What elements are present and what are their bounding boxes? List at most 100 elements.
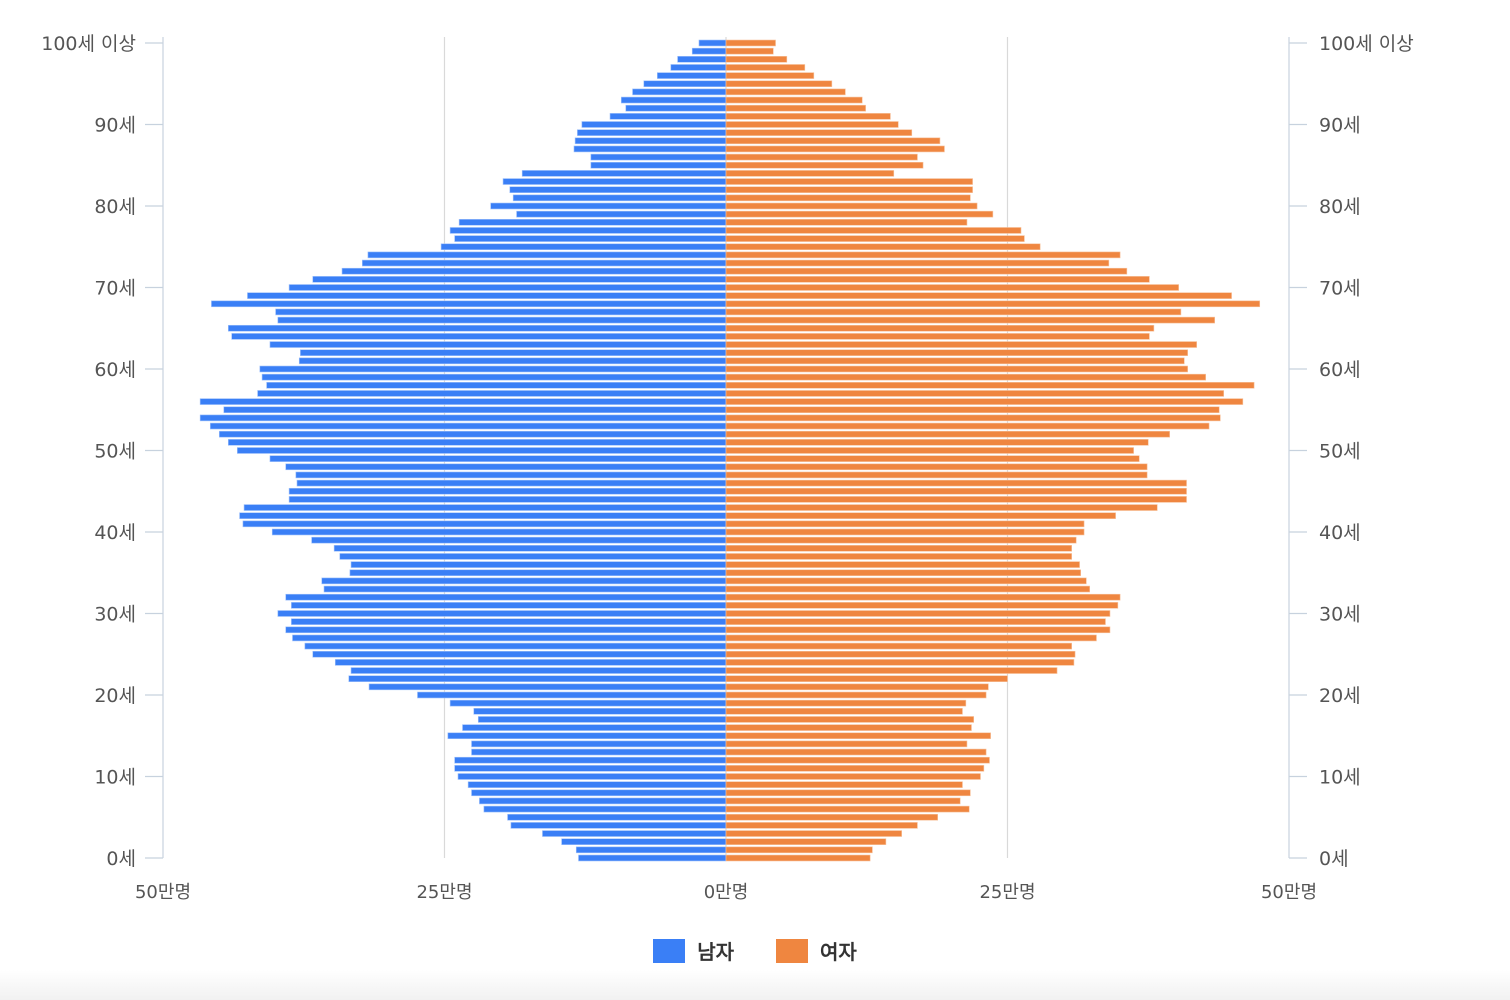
bar-male-age-16[interactable] (462, 724, 727, 731)
legend-item-female[interactable]: 여자 (776, 936, 857, 965)
bar-male-age-52[interactable] (219, 430, 727, 438)
bar-male-age-100[interactable] (698, 39, 727, 47)
bar-male-age-38[interactable] (333, 545, 727, 552)
bar-male-age-93[interactable] (620, 96, 727, 104)
bar-female-age-89[interactable] (725, 129, 913, 136)
bar-female-age-88[interactable] (725, 137, 941, 145)
bar-male-age-47[interactable] (295, 471, 727, 479)
bar-male-age-56[interactable] (199, 398, 727, 405)
bar-female-age-57[interactable] (725, 390, 1224, 397)
bar-female-age-18[interactable] (725, 708, 963, 715)
bar-female-age-25[interactable] (725, 650, 1076, 658)
bar-female-age-19[interactable] (725, 699, 967, 707)
bar-male-age-15[interactable] (447, 732, 727, 740)
bar-female-age-12[interactable] (725, 756, 990, 764)
bar-female-age-29[interactable] (725, 618, 1106, 625)
bar-male-age-53[interactable] (209, 422, 727, 430)
bar-female-age-69[interactable] (725, 292, 1232, 299)
bar-male-age-67[interactable] (275, 308, 727, 316)
bar-male-age-36[interactable] (350, 561, 727, 568)
bar-male-age-43[interactable] (243, 504, 727, 511)
bar-male-age-21[interactable] (368, 683, 727, 691)
bar-female-age-6[interactable] (725, 805, 970, 813)
bar-male-age-0[interactable] (578, 854, 727, 862)
bar-female-age-93[interactable] (725, 96, 863, 104)
bar-male-age-73[interactable] (362, 259, 727, 267)
bar-male-age-39[interactable] (311, 536, 727, 544)
bar-female-age-63[interactable] (725, 341, 1197, 348)
bar-male-age-11[interactable] (454, 765, 727, 772)
bar-female-age-75[interactable] (725, 243, 1041, 251)
bar-female-age-91[interactable] (725, 113, 891, 120)
bar-female-age-5[interactable] (725, 813, 938, 821)
bar-female-age-100[interactable] (725, 39, 776, 47)
bar-male-age-6[interactable] (483, 805, 727, 813)
bar-female-age-60[interactable] (725, 365, 1188, 373)
bar-female-age-15[interactable] (725, 732, 991, 740)
bar-male-age-82[interactable] (509, 186, 727, 193)
bar-female-age-97[interactable] (725, 64, 806, 71)
bar-female-age-58[interactable] (725, 382, 1255, 389)
bar-female-age-0[interactable] (725, 854, 871, 862)
bar-male-age-30[interactable] (277, 610, 727, 617)
bar-male-age-34[interactable] (321, 577, 727, 585)
bar-male-age-24[interactable] (334, 659, 727, 666)
bar-male-age-69[interactable] (247, 292, 727, 299)
bar-female-age-96[interactable] (725, 72, 815, 79)
bar-female-age-82[interactable] (725, 186, 973, 193)
bar-female-age-80[interactable] (725, 202, 978, 210)
bar-male-age-76[interactable] (454, 235, 727, 242)
bar-female-age-24[interactable] (725, 659, 1075, 666)
bar-male-age-26[interactable] (304, 642, 727, 650)
bar-male-age-89[interactable] (577, 129, 727, 136)
bar-male-age-58[interactable] (266, 382, 727, 389)
bar-male-age-86[interactable] (590, 153, 727, 161)
bar-male-age-14[interactable] (471, 740, 727, 748)
bar-female-age-84[interactable] (725, 170, 895, 177)
bar-female-age-21[interactable] (725, 683, 989, 691)
bar-male-age-88[interactable] (574, 137, 727, 145)
bar-female-age-48[interactable] (725, 463, 1148, 471)
bar-male-age-35[interactable] (349, 569, 727, 577)
bar-male-age-46[interactable] (296, 479, 727, 487)
bar-male-age-80[interactable] (490, 202, 727, 210)
bar-female-age-95[interactable] (725, 80, 833, 88)
bar-male-age-25[interactable] (312, 650, 727, 658)
bar-male-age-40[interactable] (271, 528, 727, 536)
bar-male-age-71[interactable] (312, 276, 727, 283)
bar-female-age-87[interactable] (725, 145, 945, 153)
bar-female-age-10[interactable] (725, 773, 981, 780)
bar-female-age-26[interactable] (725, 642, 1072, 650)
bar-female-age-78[interactable] (725, 219, 968, 226)
bar-male-age-97[interactable] (670, 64, 727, 71)
bar-female-age-14[interactable] (725, 740, 968, 748)
bar-male-age-91[interactable] (609, 113, 727, 120)
bar-female-age-27[interactable] (725, 634, 1097, 642)
bar-male-age-55[interactable] (223, 406, 727, 414)
bar-female-age-30[interactable] (725, 610, 1111, 617)
bar-male-age-62[interactable] (300, 349, 727, 356)
bar-female-age-83[interactable] (725, 178, 973, 185)
bar-female-age-23[interactable] (725, 667, 1058, 674)
bar-female-age-4[interactable] (725, 822, 918, 829)
bar-male-age-37[interactable] (339, 553, 727, 560)
bar-female-age-54[interactable] (725, 414, 1221, 422)
bar-male-age-27[interactable] (292, 634, 727, 642)
bar-female-age-81[interactable] (725, 194, 971, 202)
bar-male-age-4[interactable] (510, 822, 727, 829)
bar-male-age-23[interactable] (350, 667, 727, 674)
bar-female-age-32[interactable] (725, 593, 1121, 601)
bar-female-age-9[interactable] (725, 781, 963, 788)
bar-female-age-13[interactable] (725, 748, 987, 756)
bar-female-age-66[interactable] (725, 316, 1215, 324)
bar-female-age-55[interactable] (725, 406, 1220, 414)
bar-male-age-95[interactable] (643, 80, 727, 88)
bar-female-age-1[interactable] (725, 846, 873, 854)
bar-female-age-45[interactable] (725, 487, 1187, 495)
bar-male-age-98[interactable] (677, 56, 727, 63)
bar-female-age-92[interactable] (725, 104, 866, 112)
bar-male-age-20[interactable] (417, 691, 727, 699)
bar-female-age-64[interactable] (725, 333, 1150, 340)
bar-male-age-94[interactable] (632, 88, 727, 96)
bar-female-age-46[interactable] (725, 479, 1187, 487)
